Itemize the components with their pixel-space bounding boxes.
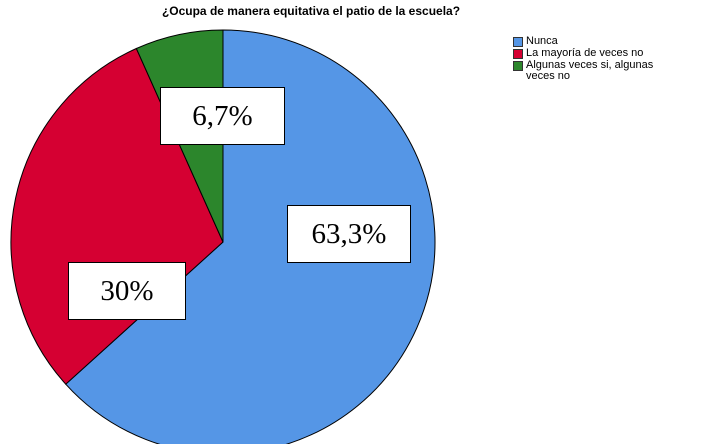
data-label: 63,3%: [287, 205, 411, 263]
legend-swatch: [513, 37, 523, 47]
legend: Nunca La mayoría de veces no Algunas veces…: [513, 36, 676, 83]
data-label: 6,7%: [160, 87, 285, 145]
chart-title: ¿Ocupa de manera equitativa el patio de …: [161, 4, 461, 18]
legend-item: La mayoría de veces no: [513, 48, 676, 59]
legend-label: Algunas veces si, algunas veces no: [526, 59, 654, 82]
legend-swatch: [513, 49, 523, 59]
legend-label: La mayoría de veces no: [526, 47, 644, 59]
legend-label: Nunca: [526, 35, 558, 47]
legend-item: Nunca: [513, 36, 676, 47]
data-label: 30%: [68, 262, 186, 320]
legend-item: Algunas veces si, algunas veces no: [513, 60, 676, 82]
pie-slice: [65, 29, 436, 444]
legend-swatch: [513, 61, 523, 71]
